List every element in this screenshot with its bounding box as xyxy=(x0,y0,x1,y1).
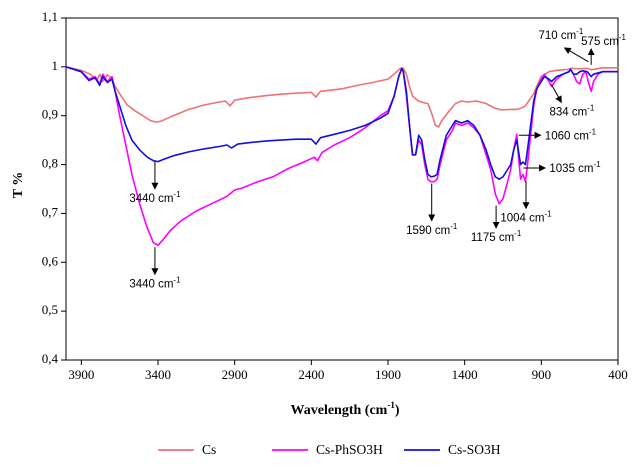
annotation-label: 3440 cm-1 xyxy=(129,190,181,205)
x-tick-label: 2400 xyxy=(298,367,324,382)
annotation-label: 1004 cm-1 xyxy=(500,210,552,225)
annotation-label-sup: -1 xyxy=(587,103,595,112)
annotation-arrow xyxy=(563,47,589,63)
annotation-arrow xyxy=(551,84,562,104)
y-tick-label: 0,4 xyxy=(42,351,59,366)
x-axis-title-close: ) xyxy=(395,403,400,418)
annotation-label-sup: -1 xyxy=(576,27,584,36)
annotation-label-sup: -1 xyxy=(173,190,181,199)
y-tick-label: 1 xyxy=(52,58,59,73)
y-tick-label: 0,8 xyxy=(42,156,58,171)
annotation-label-main: 1590 cm xyxy=(406,225,450,237)
annotation-label-sup: -1 xyxy=(594,160,602,169)
annotation-label-sup: -1 xyxy=(544,210,552,219)
legend-label-cs-so3h: Cs-SO3H xyxy=(448,442,501,457)
annotation-label-main: 1035 cm xyxy=(549,163,593,175)
x-tick-label: 3400 xyxy=(145,367,171,382)
annotation-label-sup: -1 xyxy=(589,127,597,136)
y-tick-label: 0,6 xyxy=(42,253,59,268)
annotation-label: 1035 cm-1 xyxy=(549,160,601,175)
x-tick-label: 1400 xyxy=(452,367,478,382)
x-tick-label: 1900 xyxy=(375,367,401,382)
annotation-label-main: 1060 cm xyxy=(545,130,589,142)
y-tick-label: 0,5 xyxy=(42,302,58,317)
annotation-label-main: 575 cm xyxy=(581,36,619,48)
annotation-label: 3440 cm-1 xyxy=(129,276,181,291)
legend: Cs Cs-PhSO3H Cs-SO3H xyxy=(158,442,501,457)
legend-label-cs: Cs xyxy=(202,442,216,457)
x-tick-label: 400 xyxy=(608,367,628,382)
series-line-cs-so3h xyxy=(65,66,618,180)
annotation-label: 1590 cm-1 xyxy=(406,222,458,237)
annotation-label-sup: -1 xyxy=(514,229,522,238)
annotation-label-main: 3440 cm xyxy=(129,193,173,205)
x-tick-label: 2900 xyxy=(222,367,248,382)
annotation-label: 1175 cm-1 xyxy=(471,229,522,244)
annotation-label: 834 cm-1 xyxy=(549,103,594,118)
annotation-label-main: 3440 cm xyxy=(129,279,173,291)
plot-frame xyxy=(65,17,619,361)
legend-label-cs-phso3h: Cs-PhSO3H xyxy=(316,442,383,457)
annotation-label-sup: -1 xyxy=(619,33,627,42)
annotation-label-main: 1175 cm xyxy=(471,232,514,244)
annotation-label: 710 cm-1 xyxy=(538,27,583,42)
annotation-label-main: 1004 cm xyxy=(500,213,544,225)
annotation-label-main: 710 cm xyxy=(538,30,576,42)
x-axis-title-sup: -1 xyxy=(387,400,395,410)
y-tick-label: 0,9 xyxy=(42,107,58,122)
annotation-label-sup: -1 xyxy=(173,276,181,285)
axis-titles: T % Wavelength (cm-1) xyxy=(11,172,400,418)
series-line-cs xyxy=(65,66,618,128)
x-axis-title: Wavelength (cm-1) xyxy=(291,400,400,418)
y-axis-title: T % xyxy=(11,172,26,199)
x-tick-label: 900 xyxy=(532,367,552,382)
annotation-label: 1060 cm-1 xyxy=(545,127,597,142)
annotation-label: 575 cm-1 xyxy=(581,33,626,48)
y-tick-label: 1,1 xyxy=(42,9,58,24)
annotation-label-main: 834 cm xyxy=(549,106,587,118)
x-tick-label: 3900 xyxy=(68,367,94,382)
x-axis-title-main: Wavelength (cm xyxy=(291,403,388,418)
y-tick-label: 0,7 xyxy=(42,204,59,219)
plot-area: 0,4 0,5 0,6 0,7 0,8 0,9 1 1,1 3900 3400 2900 2400 19… xyxy=(42,9,628,382)
annotation-label-sup: -1 xyxy=(450,222,458,231)
